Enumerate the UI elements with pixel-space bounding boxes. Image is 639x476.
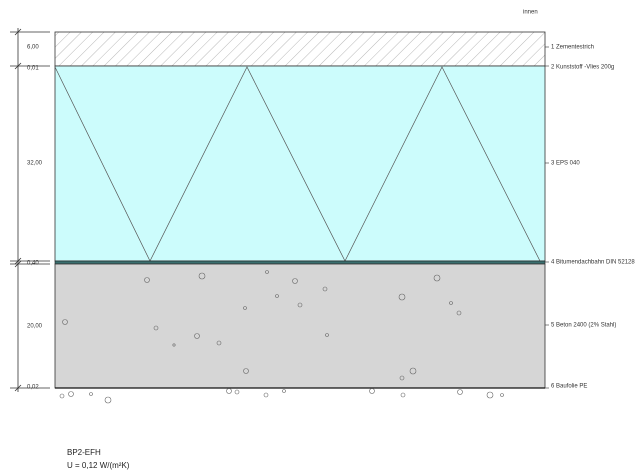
thickness-label: 6,00 [27, 45, 39, 51]
thickness-label: 20,00 [27, 324, 43, 330]
insulation-layer [54, 65, 546, 262]
thickness-label: 0,40 [27, 261, 39, 267]
layer-label: 3 EPS 040 [551, 161, 580, 167]
layer-label: 6 Baufolie PE [551, 384, 587, 390]
dimension-line [10, 28, 50, 392]
label-leaders [545, 46, 549, 389]
side-label: innen [523, 10, 538, 16]
insulation-symbol [54, 66, 541, 262]
thickness-label: 0,02 [27, 385, 39, 391]
layer-label: 1 Zementestrich [551, 45, 594, 51]
bitumen-layer [54, 260, 546, 265]
layer-label: 4 Bitumendachbahn DIN 52128 [551, 260, 635, 266]
u-value: U = 0,12 W/(m²K) [67, 461, 130, 470]
thickness-label: 0,01 [27, 66, 39, 72]
construction-name: BP2-EFH [67, 448, 101, 457]
thickness-label: 32,00 [27, 161, 43, 167]
aggregate [59, 270, 504, 404]
layer-label: 5 Beton 2400 (2% Stahl) [551, 323, 616, 329]
concrete-layer [54, 263, 546, 389]
layer-label: 2 Kunststoff -Vlies 200g [551, 65, 614, 71]
screed-layer [54, 31, 546, 67]
